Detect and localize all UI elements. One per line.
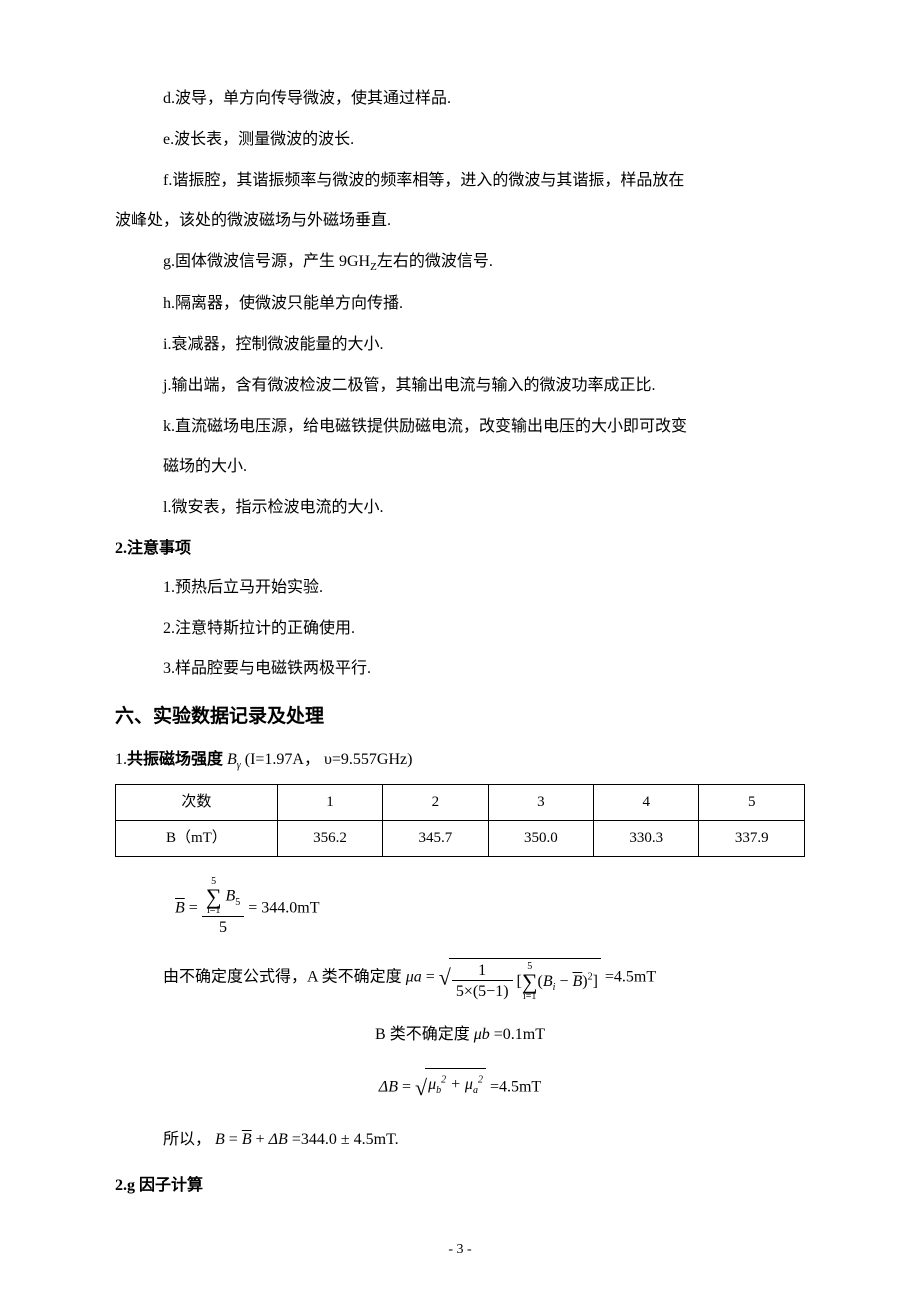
list-item-k-line2: 磁场的大小. (115, 453, 805, 482)
table-value-5: 337.9 (699, 820, 805, 856)
table-data-row: B（mT） 356.2 345.7 350.0 330.3 337.9 (116, 820, 805, 856)
table-header-3: 3 (488, 784, 593, 820)
table-header-1: 1 (277, 784, 382, 820)
subsection-1-heading: 1.共振磁场强度 Bγ (I=1.97A， υ=9.557GHz) (115, 746, 805, 775)
page-number: - 3 - (448, 1237, 471, 1262)
sub1-title: 共振磁场强度 (127, 751, 223, 768)
section-2-heading: 2.注意事项 (115, 535, 805, 564)
table-value-2: 345.7 (383, 820, 488, 856)
subsection-2-heading: 2.g 因子计算 (115, 1172, 805, 1201)
table-header-label: 次数 (116, 784, 278, 820)
list-item-e: e.波长表，测量微波的波长. (115, 126, 805, 155)
table-value-4: 330.3 (594, 820, 699, 856)
sub1-prefix: 1. (115, 751, 127, 768)
table-header-4: 4 (594, 784, 699, 820)
table-value-3: 350.0 (488, 820, 593, 856)
table-header-row: 次数 1 2 3 4 5 (116, 784, 805, 820)
table-header-2: 2 (383, 784, 488, 820)
table-row-label: B（mT） (116, 820, 278, 856)
list-item-f-line1: f.谐振腔，其谐振频率与微波的频率相等，进入的微波与其谐振，样品放在 (115, 167, 805, 196)
table-value-1: 356.2 (277, 820, 382, 856)
formula-final-result: 所以， B = B + ΔB =344.0 ± 4.5mT. (115, 1126, 805, 1155)
list-item-h: h.隔离器，使微波只能单方向传播. (115, 290, 805, 319)
notice-item-3: 3.样品腔要与电磁铁两极平行. (115, 655, 805, 684)
notice-item-2: 2.注意特斯拉计的正确使用. (115, 615, 805, 644)
notice-item-1: 1.预热后立马开始实验. (115, 574, 805, 603)
list-item-l: l.微安表，指示检波电流的大小. (115, 494, 805, 523)
list-item-f-line2: 波峰处，该处的微波磁场与外磁场垂直. (115, 207, 805, 236)
formula-type-a: 由不确定度公式得，A 类不确定度 μa = √ 1 5×(5−1) [ 5 ∑ … (115, 958, 805, 1004)
formula-delta-b: ΔΔBB = √μb2 + μa2 =4.5mT (115, 1068, 805, 1108)
formula-mean: B = 5 ∑ i=1 B5 5 = 344.0mT (115, 877, 805, 940)
table-header-5: 5 (699, 784, 805, 820)
sub1-symbol: Bγ (227, 751, 241, 768)
list-item-d: d.波导，单方向传导微波，使其通过样品. (115, 85, 805, 114)
data-table: 次数 1 2 3 4 5 B（mT） 356.2 345.7 350.0 330… (115, 784, 805, 857)
list-item-g: g.固体微波信号源，产生 9GHZ左右的微波信号. (115, 248, 805, 278)
formula-type-b: B 类不确定度 μb =0.1mT (115, 1021, 805, 1050)
sub1-params: (I=1.97A， υ=9.557GHz) (245, 751, 413, 768)
list-item-i: i.衰减器，控制微波能量的大小. (115, 331, 805, 360)
section-6-heading: 六、实验数据记录及处理 (115, 700, 805, 734)
list-item-k-line1: k.直流磁场电压源，给电磁铁提供励磁电流，改变输出电压的大小即可改变 (115, 413, 805, 442)
list-item-j: j.输出端，含有微波检波二极管，其输出电流与输入的微波功率成正比. (115, 372, 805, 401)
